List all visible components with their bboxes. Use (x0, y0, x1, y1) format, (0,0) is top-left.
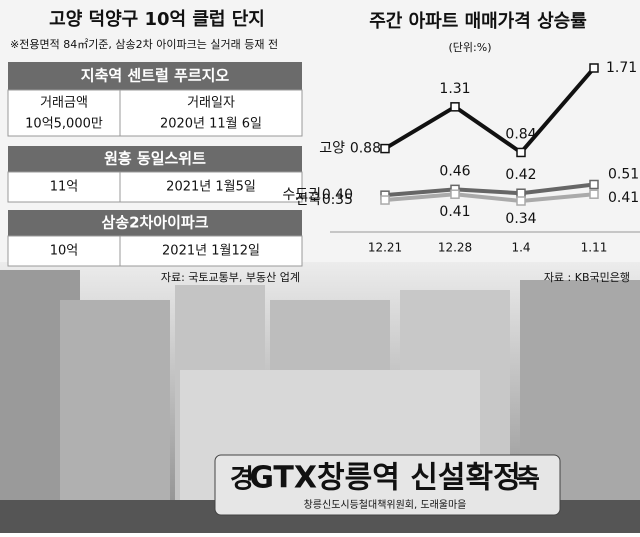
chart-unit: (단위:%) (449, 41, 492, 54)
series-name: 고양 (319, 141, 345, 157)
banner-text: GTX창릉역 신설확정 (249, 461, 520, 496)
series-name: 수도권 (282, 187, 321, 203)
chart-title: 주간 아파트 매매가격 상승률 (369, 11, 587, 32)
row-header (8, 62, 302, 90)
line (383, 66, 596, 156)
price: 10억5,000만 (25, 117, 103, 132)
date: 2021년 1월5일 (166, 180, 256, 195)
x-tick-label: 1.11 (581, 241, 608, 255)
date: 2020년 11월 6일 (160, 117, 262, 132)
complex-name: 원흥 동일스위트 (104, 150, 206, 168)
data-label: 0.35 (322, 192, 353, 208)
chart: 주간 아파트 매매가격 상승률 (단위:%) 자료 : KB국민은행 12.21… (282, 11, 640, 284)
price: 11억 (50, 180, 79, 195)
row-header (8, 210, 302, 236)
x-tick-label: 12.21 (368, 241, 402, 255)
date: 2021년 1월12일 (162, 244, 260, 259)
series-name: 전국 (295, 192, 321, 208)
x-tick-label: 1.4 (511, 241, 530, 255)
line (384, 182, 595, 198)
row-header (8, 146, 302, 172)
banner-right: 축 (516, 465, 540, 495)
data-label: 1.71 (606, 60, 637, 76)
point (380, 195, 390, 205)
col-header: 거래금액 (40, 96, 88, 111)
point (450, 189, 460, 199)
point (516, 147, 526, 158)
data-label: 0.88 (350, 141, 381, 157)
complex-name: 삼송2차아이파크 (101, 214, 208, 232)
data-label: 0.42 (505, 167, 536, 183)
data-label: 0.51 (608, 166, 639, 182)
photo: 경 GTX창릉역 신설확정 축 창릉신도시등철대책위원회, 도래울마을 (0, 262, 640, 533)
data-label: 0.34 (505, 211, 536, 227)
line (384, 192, 595, 204)
row-body (7, 89, 303, 137)
point (589, 63, 599, 73)
point (589, 189, 599, 199)
point (516, 196, 526, 206)
row-body (7, 171, 303, 203)
panel-source: 자료: 국토교통부, 부동산 업계 (161, 271, 300, 284)
chart-source: 자료 : KB국민은행 (544, 271, 630, 284)
data-label: 0.41 (608, 190, 639, 206)
col-header: 거래일자 (187, 96, 235, 111)
data-label: 0.84 (505, 126, 536, 142)
point (589, 179, 599, 190)
table-panel: 고양 덕양구 10억 클럽 단지 ※전용면적 84㎡기준, 삼송2차 아이파크는… (7, 9, 303, 284)
point (516, 188, 526, 198)
data-label: 0.41 (439, 204, 470, 220)
data-label: 0.40 (322, 187, 353, 203)
banner-sub: 창릉신도시등철대책위원회, 도래울마을 (304, 498, 467, 511)
banner-left: 경 (230, 465, 254, 495)
price: 10억 (50, 244, 79, 259)
x-tick-label: 12.28 (438, 241, 472, 255)
complex-name: 지축역 센트럴 푸르지오 (81, 67, 230, 85)
panel-title: 고양 덕양구 10억 클럽 단지 (49, 9, 265, 30)
point (380, 143, 390, 154)
row-body (7, 235, 303, 267)
data-label: 1.31 (439, 81, 470, 97)
data-label: 0.46 (439, 163, 470, 179)
panel-note: ※전용면적 84㎡기준, 삼송2차 아이파크는 실거래 등재 전 (10, 38, 278, 51)
point (450, 102, 460, 112)
